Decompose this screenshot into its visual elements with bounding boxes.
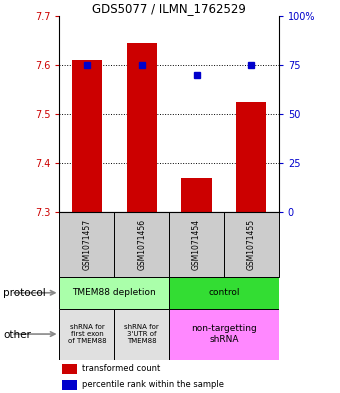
Text: shRNA for
3'UTR of
TMEM88: shRNA for 3'UTR of TMEM88 xyxy=(124,324,159,344)
FancyBboxPatch shape xyxy=(59,212,114,277)
Bar xyxy=(62,380,77,390)
Text: GSM1071455: GSM1071455 xyxy=(247,219,256,270)
Text: GSM1071456: GSM1071456 xyxy=(137,219,146,270)
FancyBboxPatch shape xyxy=(169,277,279,309)
Text: GSM1071457: GSM1071457 xyxy=(82,219,91,270)
Text: control: control xyxy=(208,288,240,297)
FancyBboxPatch shape xyxy=(169,212,224,277)
Text: TMEM88 depletion: TMEM88 depletion xyxy=(72,288,156,297)
FancyBboxPatch shape xyxy=(59,309,114,360)
Bar xyxy=(236,102,267,212)
Text: GSM1071454: GSM1071454 xyxy=(192,219,201,270)
FancyBboxPatch shape xyxy=(224,212,279,277)
Bar xyxy=(62,364,77,374)
Text: non-targetting
shRNA: non-targetting shRNA xyxy=(191,324,257,344)
Text: transformed count: transformed count xyxy=(83,364,161,373)
FancyBboxPatch shape xyxy=(59,277,169,309)
Text: protocol: protocol xyxy=(3,288,46,298)
Title: GDS5077 / ILMN_1762529: GDS5077 / ILMN_1762529 xyxy=(92,2,246,15)
Text: percentile rank within the sample: percentile rank within the sample xyxy=(83,380,224,389)
Bar xyxy=(127,43,157,212)
FancyBboxPatch shape xyxy=(169,309,279,360)
Bar xyxy=(72,60,102,212)
Text: other: other xyxy=(3,330,31,340)
Text: shRNA for
first exon
of TMEM88: shRNA for first exon of TMEM88 xyxy=(68,324,106,344)
FancyBboxPatch shape xyxy=(114,212,169,277)
Bar xyxy=(182,178,211,212)
FancyBboxPatch shape xyxy=(114,309,169,360)
